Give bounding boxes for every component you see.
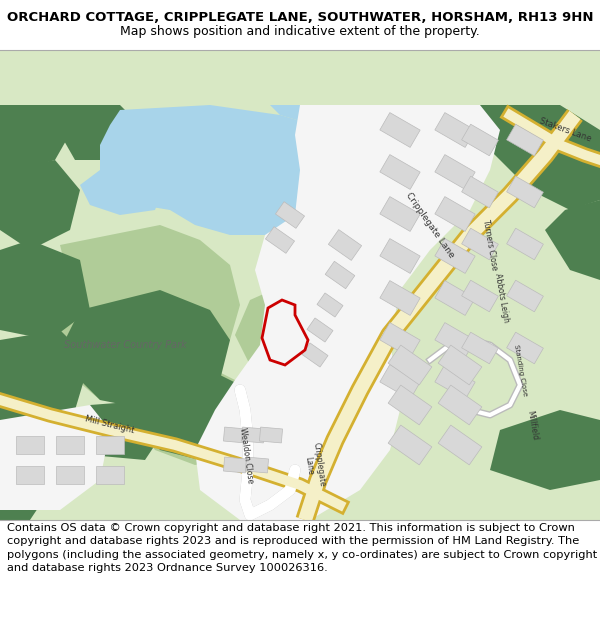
- Polygon shape: [96, 466, 124, 484]
- Polygon shape: [435, 197, 475, 231]
- Polygon shape: [100, 105, 350, 235]
- Polygon shape: [0, 405, 80, 480]
- Polygon shape: [223, 427, 247, 443]
- Polygon shape: [65, 290, 230, 410]
- Polygon shape: [435, 239, 475, 273]
- Polygon shape: [438, 425, 482, 465]
- Polygon shape: [461, 124, 499, 156]
- Polygon shape: [435, 322, 475, 357]
- Polygon shape: [0, 160, 80, 250]
- Polygon shape: [16, 436, 44, 454]
- Polygon shape: [245, 457, 269, 473]
- Polygon shape: [490, 410, 600, 490]
- Polygon shape: [506, 124, 544, 156]
- Polygon shape: [265, 227, 295, 253]
- Polygon shape: [438, 345, 482, 385]
- Polygon shape: [435, 154, 475, 189]
- Polygon shape: [545, 200, 600, 280]
- Polygon shape: [388, 425, 432, 465]
- Polygon shape: [506, 280, 544, 312]
- Polygon shape: [388, 385, 432, 425]
- Polygon shape: [380, 364, 420, 399]
- Text: Abbots Leigh: Abbots Leigh: [493, 272, 511, 323]
- Polygon shape: [0, 330, 90, 420]
- Text: Contains OS data © Crown copyright and database right 2021. This information is : Contains OS data © Crown copyright and d…: [7, 523, 598, 572]
- Polygon shape: [461, 228, 499, 260]
- Text: Wealdon Close: Wealdon Close: [238, 427, 254, 483]
- Text: ORCHARD COTTAGE, CRIPPLEGATE LANE, SOUTHWATER, HORSHAM, RH13 9HN: ORCHARD COTTAGE, CRIPPLEGATE LANE, SOUTH…: [7, 11, 593, 24]
- Polygon shape: [0, 405, 110, 510]
- Polygon shape: [317, 293, 343, 317]
- Polygon shape: [461, 332, 499, 364]
- Polygon shape: [461, 176, 499, 208]
- Polygon shape: [435, 112, 475, 148]
- Polygon shape: [241, 427, 265, 443]
- Polygon shape: [0, 465, 50, 520]
- Polygon shape: [380, 239, 420, 273]
- Polygon shape: [259, 427, 283, 443]
- Text: Stakers Lane: Stakers Lane: [538, 116, 592, 144]
- Text: Southwater Country Park: Southwater Country Park: [64, 340, 187, 350]
- Polygon shape: [380, 197, 420, 231]
- Polygon shape: [506, 228, 544, 260]
- Polygon shape: [56, 466, 84, 484]
- Polygon shape: [235, 280, 330, 380]
- Text: Cripplegate
Lane: Cripplegate Lane: [301, 441, 327, 489]
- Text: Turners Close: Turners Close: [481, 219, 499, 271]
- Polygon shape: [0, 240, 90, 340]
- Polygon shape: [380, 322, 420, 357]
- Polygon shape: [380, 281, 420, 316]
- Polygon shape: [96, 436, 124, 454]
- Text: Standing Close: Standing Close: [512, 344, 527, 396]
- Text: Map shows position and indicative extent of the property.: Map shows position and indicative extent…: [120, 25, 480, 38]
- Polygon shape: [475, 105, 600, 210]
- Polygon shape: [265, 215, 390, 305]
- Polygon shape: [506, 332, 544, 364]
- Text: Cripplegate Lane: Cripplegate Lane: [404, 191, 456, 259]
- Polygon shape: [325, 261, 355, 289]
- Polygon shape: [140, 370, 260, 460]
- Polygon shape: [223, 457, 247, 473]
- Polygon shape: [135, 370, 265, 465]
- Polygon shape: [270, 105, 400, 150]
- Polygon shape: [307, 318, 333, 342]
- Polygon shape: [16, 466, 44, 484]
- Polygon shape: [0, 105, 75, 170]
- Polygon shape: [70, 400, 165, 460]
- Polygon shape: [438, 385, 482, 425]
- Polygon shape: [328, 229, 362, 261]
- Polygon shape: [380, 112, 420, 148]
- Polygon shape: [506, 176, 544, 208]
- Polygon shape: [50, 225, 240, 405]
- Text: Millfield: Millfield: [525, 409, 539, 441]
- Polygon shape: [275, 202, 305, 228]
- Text: Mill Straight: Mill Straight: [85, 414, 136, 436]
- Polygon shape: [435, 364, 475, 399]
- Polygon shape: [55, 105, 140, 160]
- Polygon shape: [461, 280, 499, 312]
- Polygon shape: [435, 281, 475, 316]
- Polygon shape: [302, 343, 328, 367]
- Polygon shape: [56, 436, 84, 454]
- Polygon shape: [388, 345, 432, 385]
- Polygon shape: [195, 105, 500, 520]
- Polygon shape: [80, 165, 165, 215]
- Polygon shape: [380, 154, 420, 189]
